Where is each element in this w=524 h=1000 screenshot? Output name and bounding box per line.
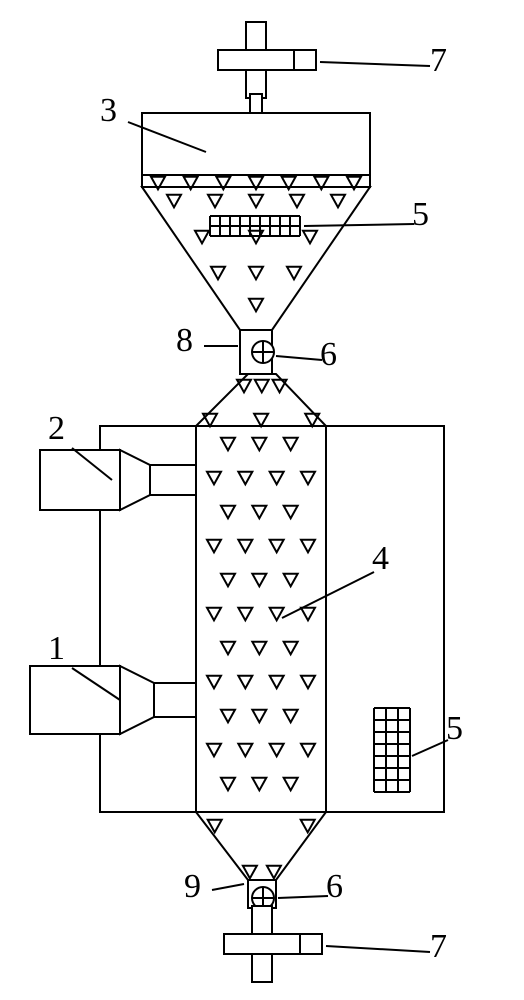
callout-5: 5 <box>412 196 429 234</box>
callout-8: 8 <box>176 322 193 360</box>
callout-9: 9 <box>184 868 201 906</box>
callout-2: 2 <box>48 410 65 448</box>
callout-7: 7 <box>430 42 447 80</box>
callout-6: 6 <box>320 336 337 374</box>
callout-3: 3 <box>100 92 117 130</box>
callout-5: 5 <box>446 710 463 748</box>
callout-6: 6 <box>326 868 343 906</box>
callout-7: 7 <box>430 928 447 966</box>
diagram-canvas <box>0 0 524 1000</box>
callout-4: 4 <box>372 540 389 578</box>
callout-1: 1 <box>48 630 65 668</box>
